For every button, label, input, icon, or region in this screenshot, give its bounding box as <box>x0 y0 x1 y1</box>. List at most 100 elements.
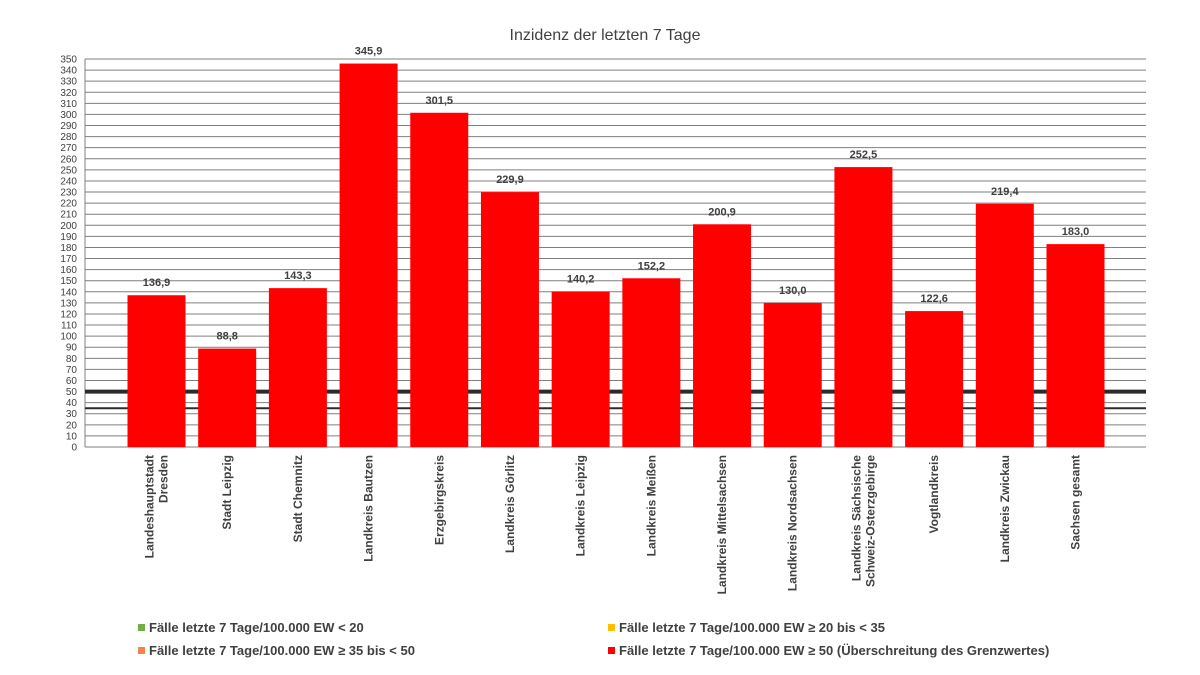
bar <box>127 295 186 447</box>
y-tick-label: 70 <box>66 365 78 376</box>
x-tick-label-line: Vogtlandkreis <box>927 455 941 534</box>
y-tick-label: 250 <box>60 165 77 176</box>
y-tick-label: 140 <box>60 287 77 298</box>
legend-item-yellow: Fälle letzte 7 Tage/100.000 EW ≥ 20 bis … <box>608 620 885 635</box>
bar <box>763 302 822 447</box>
x-tick-label: Landkreis Zwickau <box>998 455 1012 562</box>
x-tick-label: Stadt Chemnitz <box>291 455 305 542</box>
x-tick-label: Landkreis Meißen <box>644 455 658 556</box>
y-tick-label: 100 <box>60 332 77 343</box>
y-axis-ticks: 0102030405060708090100110120130140150160… <box>60 55 77 454</box>
bars <box>127 63 1105 448</box>
data-label: 301,5 <box>426 95 454 107</box>
y-tick-label: 290 <box>60 121 77 132</box>
data-labels: 136,9 88,8 143,3 345,9 301,5 229,9 140,2 152,2 2… <box>143 46 1090 343</box>
x-tick-label: Landkreis Leipzig <box>574 455 588 556</box>
data-label: 143,3 <box>284 270 312 282</box>
bar <box>268 288 327 447</box>
y-tick-label: 270 <box>60 143 77 154</box>
y-tick-label: 230 <box>60 188 77 199</box>
y-tick-label: 170 <box>60 254 77 265</box>
legend-swatch <box>608 647 615 654</box>
y-tick-label: 220 <box>60 199 77 210</box>
data-label: 122,6 <box>920 293 948 305</box>
y-tick-label: 200 <box>60 221 77 232</box>
x-tick-label: Stadt Leipzig <box>220 455 234 530</box>
y-tick-label: 110 <box>61 321 77 332</box>
x-tick-label-line: Stadt Chemnitz <box>291 455 305 542</box>
x-tick-label-line: Landeshauptstadt <box>143 455 157 558</box>
y-tick-label: 300 <box>60 110 77 121</box>
x-tick-label: Landkreis Sächsische Schweiz-Osterzgebirg… <box>849 455 877 587</box>
bar <box>480 192 539 447</box>
y-tick-label: 280 <box>60 132 77 143</box>
data-label: 152,2 <box>638 260 666 272</box>
y-tick-label: 90 <box>66 343 78 354</box>
legend-item-orange: Fälle letzte 7 Tage/100.000 EW ≥ 35 bis … <box>138 643 415 658</box>
y-tick-label: 130 <box>60 298 77 309</box>
x-tick-label: Sachsen gesamt <box>1069 455 1083 550</box>
data-label: 252,5 <box>850 149 878 161</box>
bar <box>1046 244 1105 447</box>
y-tick-label: 160 <box>60 265 77 276</box>
bar <box>410 112 469 447</box>
legend-label: Fälle letzte 7 Tage/100.000 EW ≥ 35 bis … <box>149 643 415 658</box>
x-tick-label: Vogtlandkreis <box>927 455 941 534</box>
legend-label: Fälle letzte 7 Tage/100.000 EW ≥ 20 bis … <box>619 620 885 635</box>
x-tick-label-line: Dresden <box>157 455 171 503</box>
y-tick-label: 350 <box>60 55 77 66</box>
x-tick-label: Landeshauptstadt Dresden <box>143 455 171 558</box>
y-tick-label: 320 <box>60 88 77 99</box>
data-label: 345,9 <box>355 46 383 58</box>
x-tick-label: Erzgebirgskreis <box>432 455 446 545</box>
y-tick-label: 330 <box>60 77 77 88</box>
y-tick-label: 190 <box>60 232 77 243</box>
bar <box>834 167 893 448</box>
y-tick-label: 20 <box>66 420 78 431</box>
y-tick-label: 50 <box>66 387 78 398</box>
x-tick-label-line: Landkreis Sächsische <box>849 455 863 581</box>
x-tick-label-line: Landkreis Bautzen <box>362 455 376 562</box>
y-tick-label: 10 <box>66 431 78 442</box>
bar <box>198 348 257 447</box>
chart-title: Inzidenz der letzten 7 Tage <box>510 27 701 44</box>
y-tick-label: 210 <box>60 210 77 221</box>
y-tick-label: 120 <box>60 309 77 320</box>
legend-item-green: Fälle letzte 7 Tage/100.000 EW < 20 <box>138 620 364 635</box>
x-tick-label: Landkreis Nordsachsen <box>786 455 800 591</box>
legend-label: Fälle letzte 7 Tage/100.000 EW < 20 <box>149 620 364 635</box>
bar <box>551 291 610 447</box>
y-tick-label: 180 <box>60 243 77 254</box>
y-tick-label: 40 <box>66 398 78 409</box>
x-tick-label: Landkreis Bautzen <box>362 455 376 562</box>
x-tick-label-line: Sachsen gesamt <box>1069 455 1083 550</box>
y-tick-label: 80 <box>66 354 78 365</box>
legend-swatch <box>138 624 145 631</box>
y-tick-label: 310 <box>60 99 77 110</box>
y-tick-label: 150 <box>60 276 77 287</box>
y-tick-label: 340 <box>60 66 77 77</box>
x-tick-label-line: Landkreis Mittelsachsen <box>715 455 729 594</box>
x-tick-label-line: Landkreis Meißen <box>644 455 658 556</box>
data-label: 130,0 <box>779 285 807 297</box>
y-tick-label: 0 <box>71 443 77 454</box>
legend-swatch <box>138 647 145 654</box>
x-tick-label-line: Landkreis Leipzig <box>574 455 588 556</box>
x-tick-label-line: Stadt Leipzig <box>220 455 234 530</box>
legend-swatch <box>608 624 615 631</box>
x-axis-labels: Landeshauptstadt Dresden Stadt Leipzig Stad… <box>143 455 1083 595</box>
x-tick-label-line: Landkreis Zwickau <box>998 455 1012 562</box>
data-label: 200,9 <box>708 206 736 218</box>
y-tick-label: 60 <box>66 376 78 387</box>
data-label: 136,9 <box>143 277 171 289</box>
data-label: 88,8 <box>216 331 237 343</box>
threshold-lines <box>85 389 1146 410</box>
bar <box>339 63 398 448</box>
x-tick-label-line: Landkreis Nordsachsen <box>786 455 800 591</box>
data-label: 219,4 <box>991 186 1019 198</box>
legend-item-red: Fälle letzte 7 Tage/100.000 EW ≥ 50 (Übe… <box>608 643 1049 658</box>
x-tick-label-line: Landkreis Görlitz <box>503 455 517 553</box>
data-label: 229,9 <box>496 174 524 186</box>
y-tick-label: 240 <box>60 176 77 187</box>
